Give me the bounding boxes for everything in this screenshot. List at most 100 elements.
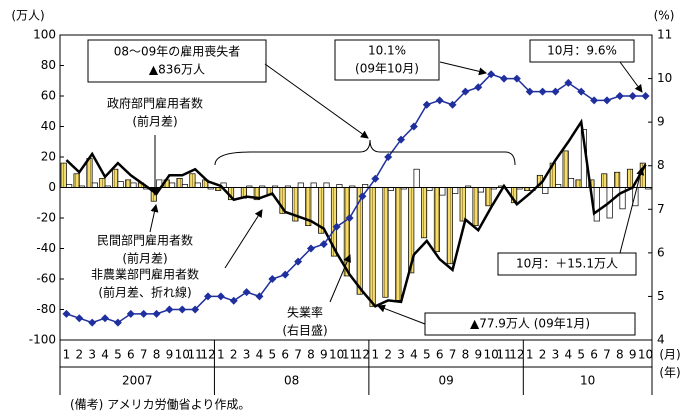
marker xyxy=(255,292,264,301)
y-tick-label: -40 xyxy=(36,241,56,255)
y-tick-label: -60 xyxy=(36,272,56,286)
x-tick-label: 5 xyxy=(423,348,431,362)
annotation: 10.1% xyxy=(368,44,406,58)
x-tick-label: 4 xyxy=(101,348,109,362)
x-tick-label: 11 xyxy=(342,348,357,362)
x-tick-label: 9 xyxy=(474,348,482,362)
x-tick-label: 10 xyxy=(175,348,190,362)
marker xyxy=(242,288,251,297)
bar xyxy=(485,187,492,207)
x-tick-label: 7 xyxy=(140,348,148,362)
marker xyxy=(615,92,624,100)
marker xyxy=(152,309,161,318)
bar xyxy=(297,182,304,188)
bar xyxy=(169,182,176,188)
marker xyxy=(538,87,547,96)
marker xyxy=(75,314,84,323)
bar xyxy=(601,173,608,188)
marker xyxy=(113,318,122,327)
x-tick-label: 9 xyxy=(320,348,328,362)
marker xyxy=(358,192,367,201)
y-tick-label: 40 xyxy=(41,119,56,133)
x-tick-label: 2 xyxy=(539,348,547,362)
annotation: (前月差、折れ線) xyxy=(98,285,191,300)
y2-tick-label: 11 xyxy=(657,28,672,42)
marker xyxy=(62,309,71,318)
annotation: 非農業部門雇用者数 xyxy=(91,267,199,282)
bar xyxy=(73,173,80,188)
bar xyxy=(632,187,639,207)
note: (備考) アメリカ労働省より作成。 xyxy=(70,397,250,412)
y-tick-label: 60 xyxy=(41,89,56,103)
x-tick-label: 10 xyxy=(638,348,653,362)
annotation: ▲836万人 xyxy=(149,63,205,77)
x-tick-label: 11 xyxy=(187,348,202,362)
marker xyxy=(384,153,393,161)
marker xyxy=(461,87,470,96)
bar xyxy=(575,179,582,188)
bar xyxy=(421,187,428,239)
y2-tick-label: 5 xyxy=(657,289,665,303)
annotation-boxes xyxy=(87,39,637,336)
plot: -100-80-60-40-200204060801004567891011(万… xyxy=(11,9,675,395)
line xyxy=(65,118,647,308)
x-tick-label: 5 xyxy=(269,348,277,362)
y2-tick-label: 9 xyxy=(657,115,665,129)
x-tick-label: 9 xyxy=(629,348,637,362)
bar xyxy=(567,178,575,188)
marker xyxy=(602,96,611,105)
x-tick-label: 1 xyxy=(217,348,225,362)
marker xyxy=(294,257,303,266)
bar xyxy=(459,187,466,222)
marker xyxy=(371,174,380,183)
annotation: (前月差) xyxy=(122,251,167,266)
x-tick-label: 6 xyxy=(127,348,135,362)
bar xyxy=(194,182,201,188)
y-tick-label: 0 xyxy=(48,180,56,194)
annotation: (前月差) xyxy=(132,114,177,129)
bar xyxy=(542,187,549,194)
marker xyxy=(332,222,341,231)
annotation: 政府部門雇用者数 xyxy=(107,96,203,111)
annotation: (右目盛) xyxy=(282,323,327,338)
x-unit: (月) xyxy=(659,348,680,362)
x-tick-label: 1 xyxy=(526,348,534,362)
marker xyxy=(306,244,315,253)
year-label: 2007 xyxy=(122,374,153,388)
marker xyxy=(345,214,354,222)
annotation: 08～09年の雇用喪失者 xyxy=(114,44,241,59)
marker xyxy=(525,87,534,96)
bar xyxy=(130,182,137,188)
marker xyxy=(397,135,406,144)
x-tick-label: 3 xyxy=(552,348,560,362)
x-tick-label: 6 xyxy=(436,348,444,362)
bar xyxy=(369,187,376,307)
marker xyxy=(577,87,586,96)
bar xyxy=(112,168,119,188)
x-tick-label: 6 xyxy=(590,348,598,362)
x-tick-label: 6 xyxy=(281,348,289,362)
marker xyxy=(422,100,431,109)
marker xyxy=(216,292,225,301)
marker xyxy=(88,318,97,327)
x-tick-label: 8 xyxy=(153,348,161,362)
y-tick-label: 100 xyxy=(33,28,56,42)
marker xyxy=(590,96,599,105)
y-tick-label: -100 xyxy=(29,333,56,347)
x-unit: (年) xyxy=(659,366,680,380)
annotation: 10月：9.6% xyxy=(547,44,617,58)
y2-axis-label: (%) xyxy=(654,9,675,23)
bar xyxy=(477,187,485,193)
bar xyxy=(117,181,124,188)
bar xyxy=(310,182,317,188)
bar xyxy=(439,187,446,196)
x-tick-label: 8 xyxy=(462,348,470,362)
x-tick-label: 5 xyxy=(114,348,122,362)
annotation: (09年10月) xyxy=(355,62,419,76)
x-tick-label: 3 xyxy=(397,348,405,362)
marker xyxy=(564,78,573,87)
annotation: ▲77.9万人 (09年1月) xyxy=(470,317,590,331)
annotation: 民間部門雇用者数 xyxy=(97,233,193,248)
